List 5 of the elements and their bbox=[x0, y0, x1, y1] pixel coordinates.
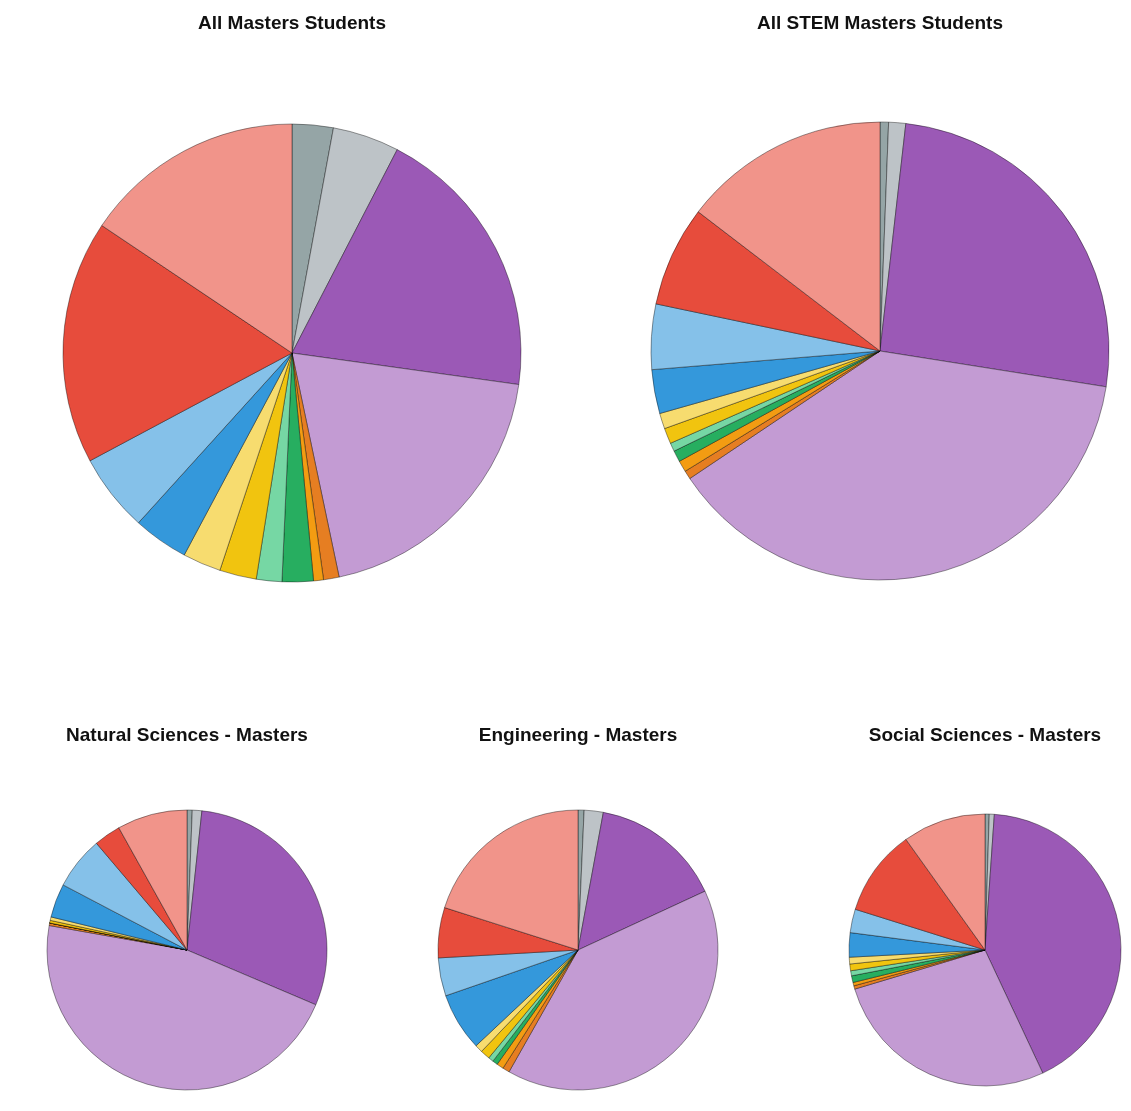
chart-title: Natural Sciences - Masters bbox=[66, 724, 308, 745]
chart-title: Social Sciences - Masters bbox=[868, 724, 1102, 745]
chart-title: All Masters Students bbox=[198, 12, 386, 33]
chart-title: All STEM Masters Students bbox=[757, 12, 1003, 33]
chart-title: Engineering - Masters bbox=[478, 724, 678, 745]
